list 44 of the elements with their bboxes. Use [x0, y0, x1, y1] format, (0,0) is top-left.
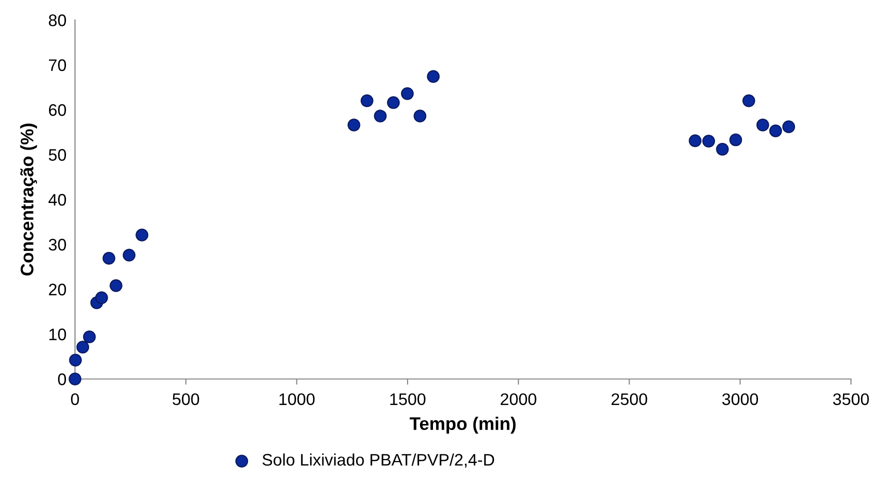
point	[95, 291, 108, 304]
y-tick-label: 80	[48, 14, 66, 26]
x-tick-label: 3000	[722, 393, 758, 406]
y-tick-label: 20	[48, 284, 66, 296]
y-tick-label: 40	[48, 194, 66, 206]
point	[742, 94, 756, 108]
x-tick-label: 0	[71, 393, 79, 406]
legend-label: Solo Lixiviado PBAT/PVP/2,4-D	[262, 453, 494, 468]
x-tick-label: 1500	[390, 393, 426, 406]
x-tick-label: 1000	[279, 393, 315, 406]
x-tick-label: 2500	[612, 393, 648, 406]
point	[756, 118, 770, 132]
point	[414, 110, 426, 122]
y-tick-label: 70	[48, 59, 66, 72]
y-tick-label: 30	[48, 238, 66, 251]
point	[702, 134, 716, 148]
point	[102, 252, 116, 265]
y-tick-label: 50	[48, 149, 66, 161]
point	[136, 228, 148, 242]
x-tick-label: 3500	[833, 393, 869, 406]
point	[387, 96, 400, 109]
point	[83, 330, 96, 344]
point	[426, 70, 440, 83]
y-tick-label: 10	[49, 328, 66, 340]
x-tick-label: 2000	[500, 393, 536, 406]
x-tick-label: 500	[172, 393, 200, 406]
y-tick-label: 60	[48, 104, 66, 116]
point	[76, 340, 90, 354]
x-axis-title: Tempo (min)	[410, 416, 516, 434]
point	[374, 110, 387, 122]
point	[688, 134, 702, 148]
point	[769, 124, 782, 138]
point	[348, 118, 360, 132]
point	[729, 133, 742, 146]
point	[716, 142, 729, 156]
point	[782, 120, 796, 134]
point	[69, 354, 82, 367]
point	[122, 248, 136, 262]
point	[400, 87, 414, 100]
y-tick-label: 0	[58, 373, 66, 386]
point	[360, 94, 374, 108]
point	[110, 279, 122, 292]
y-axis-title: Concentração (%)	[20, 124, 38, 276]
point	[68, 372, 82, 386]
